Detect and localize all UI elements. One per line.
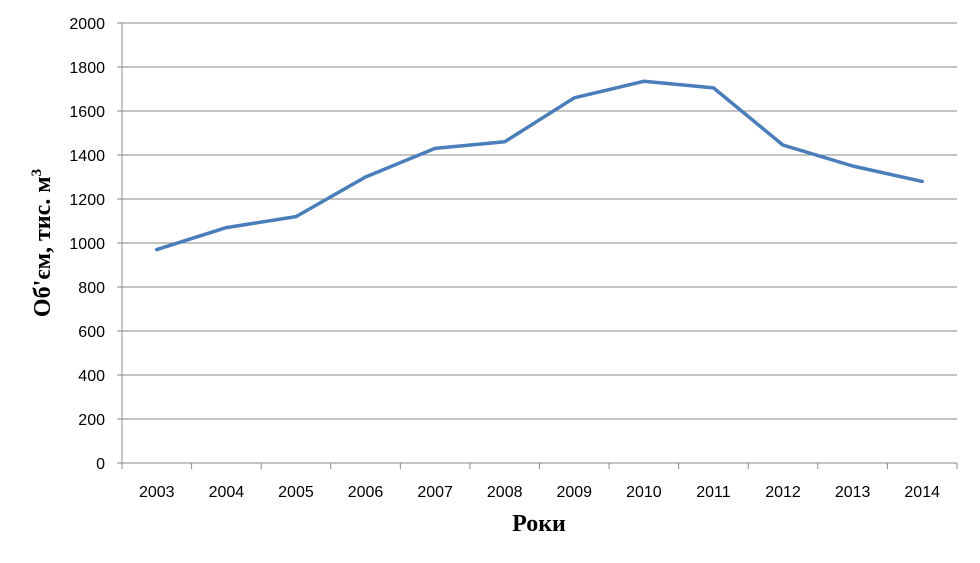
y-tick-label: 800 [78, 280, 105, 297]
series-group [155, 79, 924, 252]
y-tick-label: 1000 [69, 236, 105, 253]
y-axis-title: Об'єм, тис. м3 [29, 169, 56, 317]
data-point [433, 146, 437, 150]
x-tick-label: 2009 [556, 484, 592, 501]
x-tick-label: 2014 [904, 484, 940, 501]
x-tick-label: 2007 [417, 484, 453, 501]
x-ticks [121, 463, 958, 469]
x-tick-label: 2013 [835, 484, 871, 501]
x-tick-label: 2012 [765, 484, 801, 501]
gridlines [117, 22, 957, 464]
y-tick-label: 200 [78, 412, 105, 429]
y-tick-label: 0 [96, 456, 105, 473]
y-tick-label: 1400 [69, 148, 105, 165]
x-tick-label: 2005 [278, 484, 314, 501]
data-point [572, 96, 576, 100]
x-tick-label: 2010 [626, 484, 662, 501]
y-tick-label: 1800 [69, 60, 105, 77]
y-tick-label: 2000 [69, 16, 105, 33]
data-point [920, 179, 924, 183]
y-tick-label: 400 [78, 368, 105, 385]
data-point [711, 86, 715, 90]
y-tick-labels: 0 200 400 600 800 1000 1200 1400 1600 1800 2000 [69, 16, 105, 473]
x-tick-label: 2004 [209, 484, 245, 501]
data-point [781, 143, 785, 147]
x-tick-label: 2008 [487, 484, 523, 501]
x-tick-label: 2003 [139, 484, 175, 501]
data-point [294, 215, 298, 219]
y-tick-label: 600 [78, 324, 105, 341]
data-point [503, 140, 507, 144]
data-point [155, 248, 159, 252]
y-axis-title-superscript: 3 [29, 169, 45, 177]
data-point [642, 79, 646, 83]
y-tick-label: 1600 [69, 104, 105, 121]
y-tick-label: 1200 [69, 192, 105, 209]
x-tick-label: 2011 [696, 484, 731, 501]
data-point [224, 226, 228, 230]
series-line [155, 79, 924, 252]
x-axis-title: Роки [512, 511, 566, 537]
x-tick-labels: 2003 2004 2005 2006 2007 2008 2009 2010 2011 2012… [139, 484, 940, 501]
x-tick-label: 2006 [348, 484, 384, 501]
data-point [364, 175, 368, 179]
y-axis-title-text: Об'єм, тис. м [30, 176, 56, 317]
data-point [851, 164, 855, 168]
